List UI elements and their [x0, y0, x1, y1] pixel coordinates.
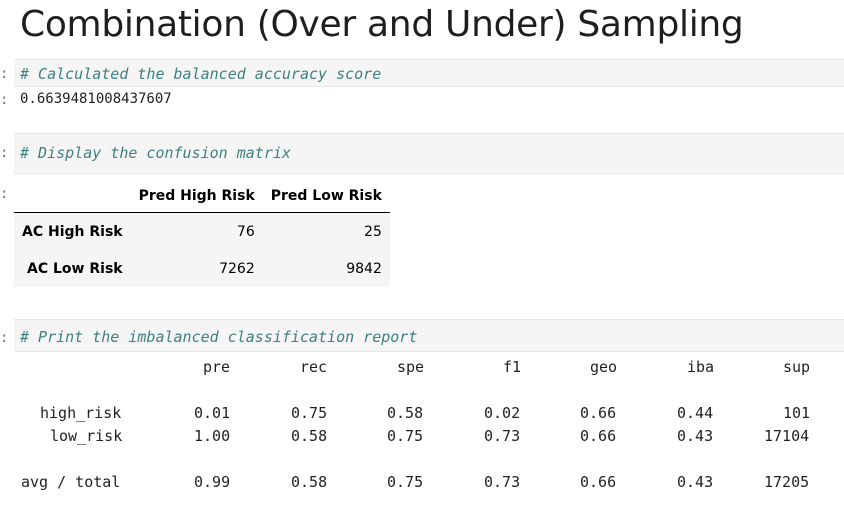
- code-cell-matrix[interactable]: # Display the confusion matrix: [14, 133, 844, 174]
- report-value: 0.75: [291, 404, 328, 422]
- report-value: 17205: [764, 473, 810, 491]
- code-cell-accuracy[interactable]: # Calculated the balanced accuracy score: [14, 59, 844, 87]
- report-value: 0.73: [484, 427, 521, 445]
- report-value: 0.58: [291, 473, 328, 491]
- report-header: iba: [687, 358, 715, 376]
- report-value: 0.75: [387, 473, 424, 491]
- report-value: 0.66: [580, 404, 617, 422]
- report-value: 0.73: [484, 473, 521, 491]
- code-comment: # Print the imbalanced classification re…: [20, 328, 418, 346]
- report-value: 0.66: [580, 427, 617, 445]
- table-row: AC High Risk 76 25: [14, 212, 390, 250]
- report-header: pre: [203, 358, 231, 376]
- table-cell: 76: [236, 223, 255, 240]
- report-value: 0.43: [677, 473, 714, 491]
- report-header: geo: [590, 358, 618, 376]
- report-value: 0.44: [677, 404, 714, 422]
- code-cell-report[interactable]: # Print the imbalanced classification re…: [14, 319, 844, 352]
- input-prompt: :: [0, 145, 9, 161]
- code-comment: # Display the confusion matrix: [20, 144, 291, 162]
- report-value: 17104: [764, 427, 810, 445]
- input-prompt: :: [0, 66, 9, 82]
- input-prompt: :: [0, 330, 9, 346]
- output-prompt: :: [0, 92, 9, 108]
- report-header: sup: [783, 358, 811, 376]
- table-cell: 9842: [346, 260, 382, 277]
- report-header: f1: [503, 358, 522, 376]
- row-label: AC High Risk: [22, 223, 123, 240]
- table-cell: 25: [364, 223, 382, 240]
- section-heading: Combination (Over and Under) Sampling: [20, 4, 744, 45]
- report-value: 0.58: [387, 404, 424, 422]
- report-value: 0.58: [291, 427, 328, 445]
- report-value: 101: [783, 404, 811, 422]
- report-value: 0.75: [387, 427, 424, 445]
- report-value: 1.00: [194, 427, 231, 445]
- report-value: 0.02: [484, 404, 521, 422]
- report-row-label: avg / total: [21, 473, 121, 491]
- report-value: 0.01: [194, 404, 231, 422]
- report-value: 0.43: [677, 427, 714, 445]
- confusion-matrix-table: Pred High Risk Pred Low Risk AC High Ris…: [14, 180, 390, 287]
- report-row-label: high_risk: [40, 404, 122, 422]
- report-row-label: low_risk: [50, 427, 123, 445]
- report-header: spe: [397, 358, 425, 376]
- column-header: Pred Low Risk: [262, 180, 390, 213]
- table-cell: 7262: [219, 260, 255, 277]
- row-label: AC Low Risk: [27, 260, 123, 277]
- code-comment: # Calculated the balanced accuracy score: [20, 65, 382, 83]
- report-value: 0.66: [580, 473, 617, 491]
- table-row: AC Low Risk 7262 9842: [14, 250, 390, 287]
- column-header: Pred High Risk: [130, 180, 263, 213]
- report-value: 0.99: [194, 473, 231, 491]
- output-prompt: :: [0, 186, 9, 202]
- index-header: [14, 180, 131, 213]
- report-header: rec: [300, 358, 328, 376]
- table-header-row: Pred High Risk Pred Low Risk: [14, 180, 390, 213]
- accuracy-output: 0.6639481008437607: [20, 91, 172, 107]
